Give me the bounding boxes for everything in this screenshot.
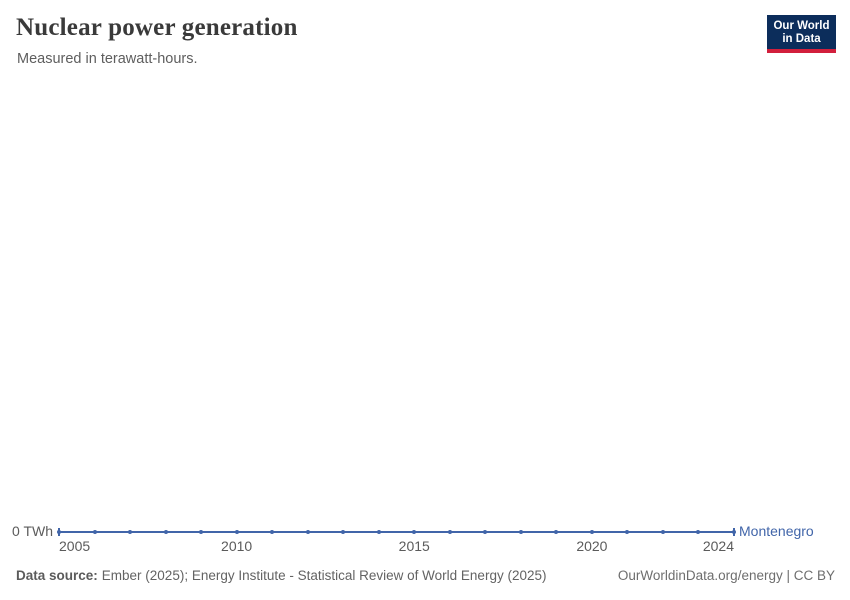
x-tick-label-2010: 2010 [221,538,253,554]
data-source-text: Data source: Ember (2025); Energy Institu… [16,568,546,584]
data-point-2007[interactable] [128,529,133,534]
owid-logo-line1: Our World [773,20,830,32]
data-point-2018[interactable] [518,529,523,534]
x-tick-label-2015: 2015 [398,538,430,554]
data-point-2017[interactable] [483,529,488,534]
data-point-2015[interactable] [412,529,417,534]
footer-link[interactable]: OurWorldinData.org/energy | CC BY [617,568,835,583]
data-point-2013[interactable] [341,529,346,534]
entity-label-montenegro[interactable]: Montenegro [739,523,814,539]
series-line-montenegro[interactable] [59,530,734,533]
data-source-value: Ember (2025); Energy Institute - Statist… [101,568,547,583]
x-tick-label-2020: 2020 [576,538,608,554]
data-point-2009[interactable] [199,529,204,534]
data-point-2022[interactable] [660,529,665,534]
data-point-2012[interactable] [305,529,310,534]
line-end-tick [733,527,735,536]
owid-logo[interactable]: Our World in Data [767,15,836,53]
data-point-2021[interactable] [625,529,630,534]
data-point-2014[interactable] [376,529,381,534]
line-start-tick [58,527,60,536]
data-point-2023[interactable] [696,529,701,534]
chart-title: Nuclear power generation [16,14,298,41]
y-axis-zero-label: 0 TWh [12,523,53,539]
data-point-2016[interactable] [447,529,452,534]
data-point-2019[interactable] [554,529,559,534]
data-point-2008[interactable] [163,529,168,534]
data-point-2011[interactable] [270,529,275,534]
chart-subtitle: Measured in terawatt-hours. [17,51,198,67]
data-source-label: Data source: [16,568,98,583]
data-point-2006[interactable] [92,529,97,534]
data-point-2020[interactable] [589,529,594,534]
x-tick-label-2005: 2005 [59,538,91,554]
chart-footer: Data source: Ember (2025); Energy Institu… [16,568,835,584]
data-point-2010[interactable] [234,529,239,534]
owid-logo-line2: in Data [782,32,821,45]
x-tick-label-2024: 2024 [702,538,734,554]
